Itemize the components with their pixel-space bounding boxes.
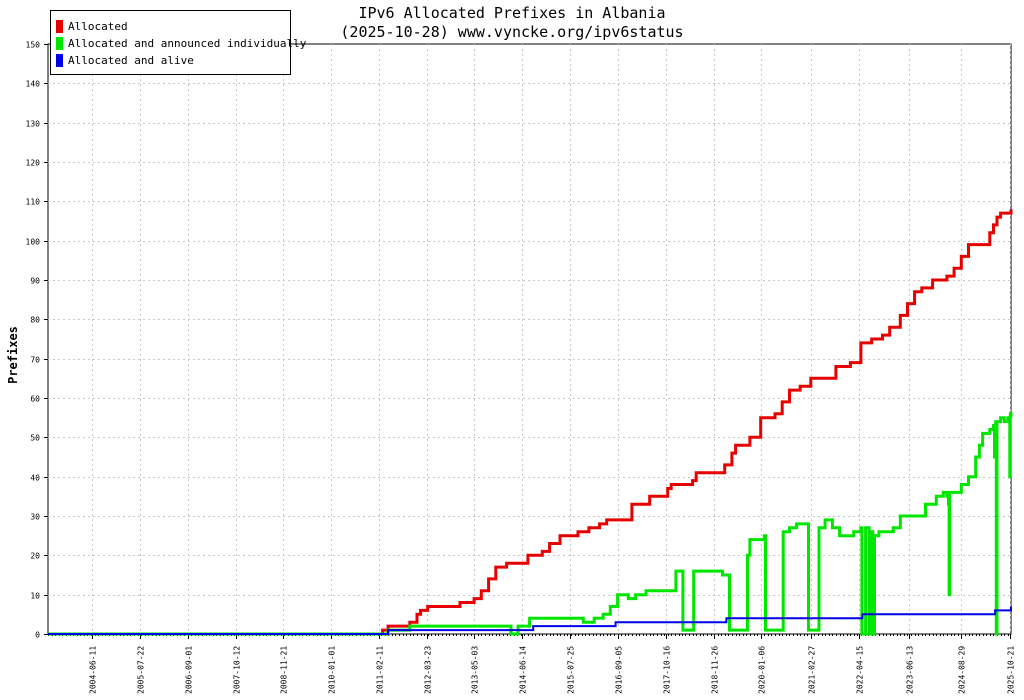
y-tick-label: 80	[30, 316, 40, 325]
x-tick-label: 2014-06-14	[519, 646, 528, 694]
legend-item-announced: Allocated and announced individually	[56, 35, 306, 51]
x-tick-label: 2022-04-15	[856, 646, 865, 694]
y-tick-label: 20	[30, 552, 40, 561]
y-tick-label: 100	[26, 238, 41, 247]
series-line-2	[48, 606, 1012, 635]
x-tick-label: 2021-02-27	[808, 646, 817, 694]
x-tick-label: 2020-01-06	[758, 646, 767, 694]
legend-swatch-alive	[56, 53, 63, 67]
x-tick-label: 2012-03-23	[424, 646, 433, 694]
y-tick-label: 130	[26, 120, 41, 129]
y-tick-label: 70	[30, 356, 40, 365]
chart-title: IPv6 Allocated Prefixes in Albania	[358, 4, 666, 22]
y-tick-label: 0	[35, 631, 40, 640]
x-tick-label: 2006-09-01	[185, 646, 194, 694]
series-line-0	[48, 209, 1013, 636]
x-tick-label: 2023-06-13	[906, 646, 915, 694]
x-tick-label: 2007-10-12	[233, 646, 242, 694]
x-tick-label: 2015-07-25	[567, 646, 576, 694]
x-tick-label: 2024-08-29	[958, 646, 967, 694]
x-tick-label: 2011-02-11	[376, 646, 385, 694]
x-tick-label: 2005-07-22	[137, 646, 146, 694]
legend-label-announced: Allocated and announced individually	[68, 36, 307, 50]
axes: 0 10 20 30 40 50 60 70 80 90 100 110 120 130 140 150 200…	[26, 41, 1016, 695]
x-tick-label: 2018-11-26	[711, 646, 720, 694]
y-tick-label: 60	[30, 395, 40, 404]
x-tick-label: 2016-09-05	[615, 646, 624, 694]
legend-swatch-allocated	[56, 19, 63, 33]
y-tick-label: 110	[26, 198, 41, 207]
y-tick-label: 10	[30, 592, 40, 601]
x-tick-label: 2013-05-03	[471, 646, 480, 694]
y-axis-label: Prefixes	[6, 326, 20, 384]
x-tick-label: 2010-01-01	[328, 646, 337, 694]
y-tick-label: 30	[30, 513, 40, 522]
series-lines	[48, 209, 1013, 636]
legend-item-alive: Allocated and alive	[56, 52, 194, 68]
y-tick-label: 150	[26, 41, 41, 50]
x-tick-label: 2017-10-16	[663, 646, 672, 694]
legend-item-allocated: Allocated	[56, 18, 128, 34]
legend-label-allocated: Allocated	[68, 19, 128, 33]
x-tick-label: 2025-10-21	[1007, 646, 1016, 694]
legend: Allocated Allocated and announced indivi…	[50, 10, 306, 75]
x-tick-label: 2004-06-11	[89, 646, 98, 694]
x-tick-label: 2008-11-21	[280, 646, 289, 694]
legend-label-alive: Allocated and alive	[68, 53, 194, 67]
y-tick-label: 50	[30, 434, 40, 443]
legend-swatch-announced	[56, 36, 63, 50]
y-tick-label: 40	[30, 474, 40, 483]
series-line-1	[48, 412, 1013, 636]
y-tick-label: 90	[30, 277, 40, 286]
chart-subtitle: (2025-10-28) www.vyncke.org/ipv6status	[340, 23, 684, 41]
y-tick-label: 120	[26, 159, 41, 168]
y-tick-label: 140	[26, 80, 41, 89]
gridlines	[48, 44, 1011, 634]
